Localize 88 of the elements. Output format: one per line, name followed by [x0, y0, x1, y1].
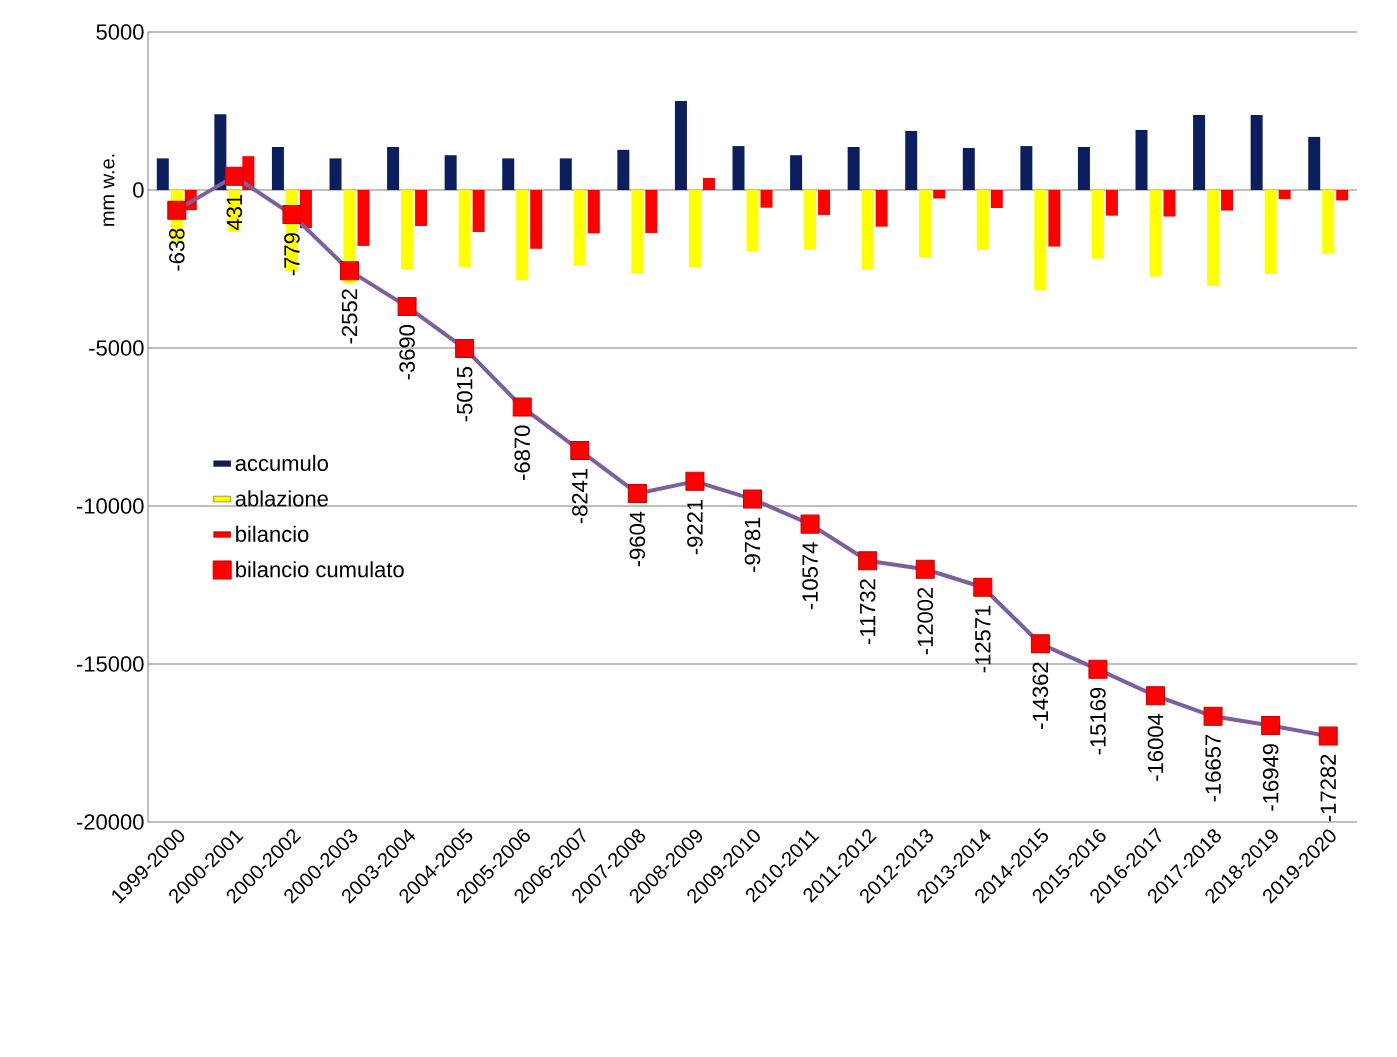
legend-label: ablazione [235, 490, 328, 507]
bar [1091, 189, 1104, 259]
legend-label: bilancio cumulato [236, 561, 404, 578]
bar [688, 189, 701, 268]
y-tick-label: 5000 [96, 24, 144, 40]
y-tick-label: -5000 [89, 340, 144, 356]
bar [401, 189, 414, 269]
bar [875, 189, 888, 227]
bar [674, 100, 687, 190]
y-tick-label: -10000 [76, 498, 144, 514]
bar [631, 189, 644, 274]
y-tick-label: -15000 [76, 656, 144, 672]
data-label: -8241 [572, 469, 588, 524]
y-tick-label: -20000 [76, 814, 144, 830]
bar [472, 189, 485, 233]
bar [990, 189, 1003, 208]
bar [156, 158, 169, 190]
bar [962, 147, 975, 190]
bar [1048, 189, 1061, 247]
bar [559, 158, 572, 190]
bar [587, 189, 600, 234]
bar [1278, 189, 1291, 200]
bar [645, 189, 658, 233]
data-label: -17282 [1320, 754, 1337, 822]
data-label: -11732 [859, 579, 876, 645]
bar [1250, 115, 1263, 190]
bar [444, 155, 457, 190]
bar [271, 147, 284, 190]
data-label: -14362 [1032, 662, 1049, 729]
bar [458, 189, 471, 267]
bar [804, 189, 817, 250]
data-label: -638 [169, 228, 185, 271]
data-label: -9604 [629, 511, 646, 567]
data-label: -16657 [1205, 735, 1221, 802]
data-label: -779 [284, 233, 300, 276]
bar [746, 189, 759, 252]
bar [790, 155, 803, 190]
data-label: -15169 [1090, 687, 1106, 755]
data-label: -6870 [514, 425, 531, 480]
data-label: -9221 [687, 499, 703, 555]
bar [1077, 147, 1090, 190]
data-label: -12002 [917, 587, 934, 655]
data-label: -2552 [341, 289, 358, 344]
bar [1308, 136, 1321, 190]
bar [387, 147, 400, 190]
legend-label: accumulo [235, 454, 328, 472]
bar [702, 177, 715, 190]
bar [1207, 189, 1220, 286]
bar [1149, 189, 1162, 277]
bar [1105, 189, 1118, 216]
bar [1336, 189, 1349, 201]
bar [214, 114, 227, 190]
bar [329, 158, 342, 190]
bar [516, 189, 529, 281]
bar [847, 147, 860, 190]
bar [1020, 146, 1033, 190]
bar [1163, 189, 1176, 217]
bar [732, 146, 745, 190]
bar [573, 189, 586, 265]
bar [530, 189, 543, 249]
data-label: -3690 [399, 325, 415, 380]
bar [919, 189, 932, 258]
bar [905, 130, 918, 190]
bar [1193, 115, 1206, 190]
data-label: -12571 [975, 605, 991, 673]
bar [1135, 129, 1148, 190]
bar [861, 189, 874, 270]
bar [1034, 189, 1047, 291]
bar [1322, 189, 1335, 254]
data-label: -10574 [802, 542, 818, 610]
bar [933, 189, 946, 199]
bar [976, 189, 989, 251]
bar [617, 149, 630, 190]
bar [357, 189, 370, 246]
bar [415, 189, 428, 227]
bar [760, 189, 773, 208]
data-label: -16004 [1147, 713, 1164, 781]
data-label: -16949 [1262, 744, 1279, 811]
bar [1221, 189, 1234, 211]
legend-label: bilancio [236, 525, 309, 542]
data-label: -5015 [456, 366, 473, 422]
y-tick-label: 0 [133, 182, 144, 198]
bar [1264, 189, 1277, 275]
data-label: -9781 [744, 517, 761, 572]
bar [818, 189, 831, 215]
bar [502, 158, 515, 190]
y-axis-title: mm w.e. [103, 154, 115, 226]
data-label: 431 [226, 194, 243, 231]
